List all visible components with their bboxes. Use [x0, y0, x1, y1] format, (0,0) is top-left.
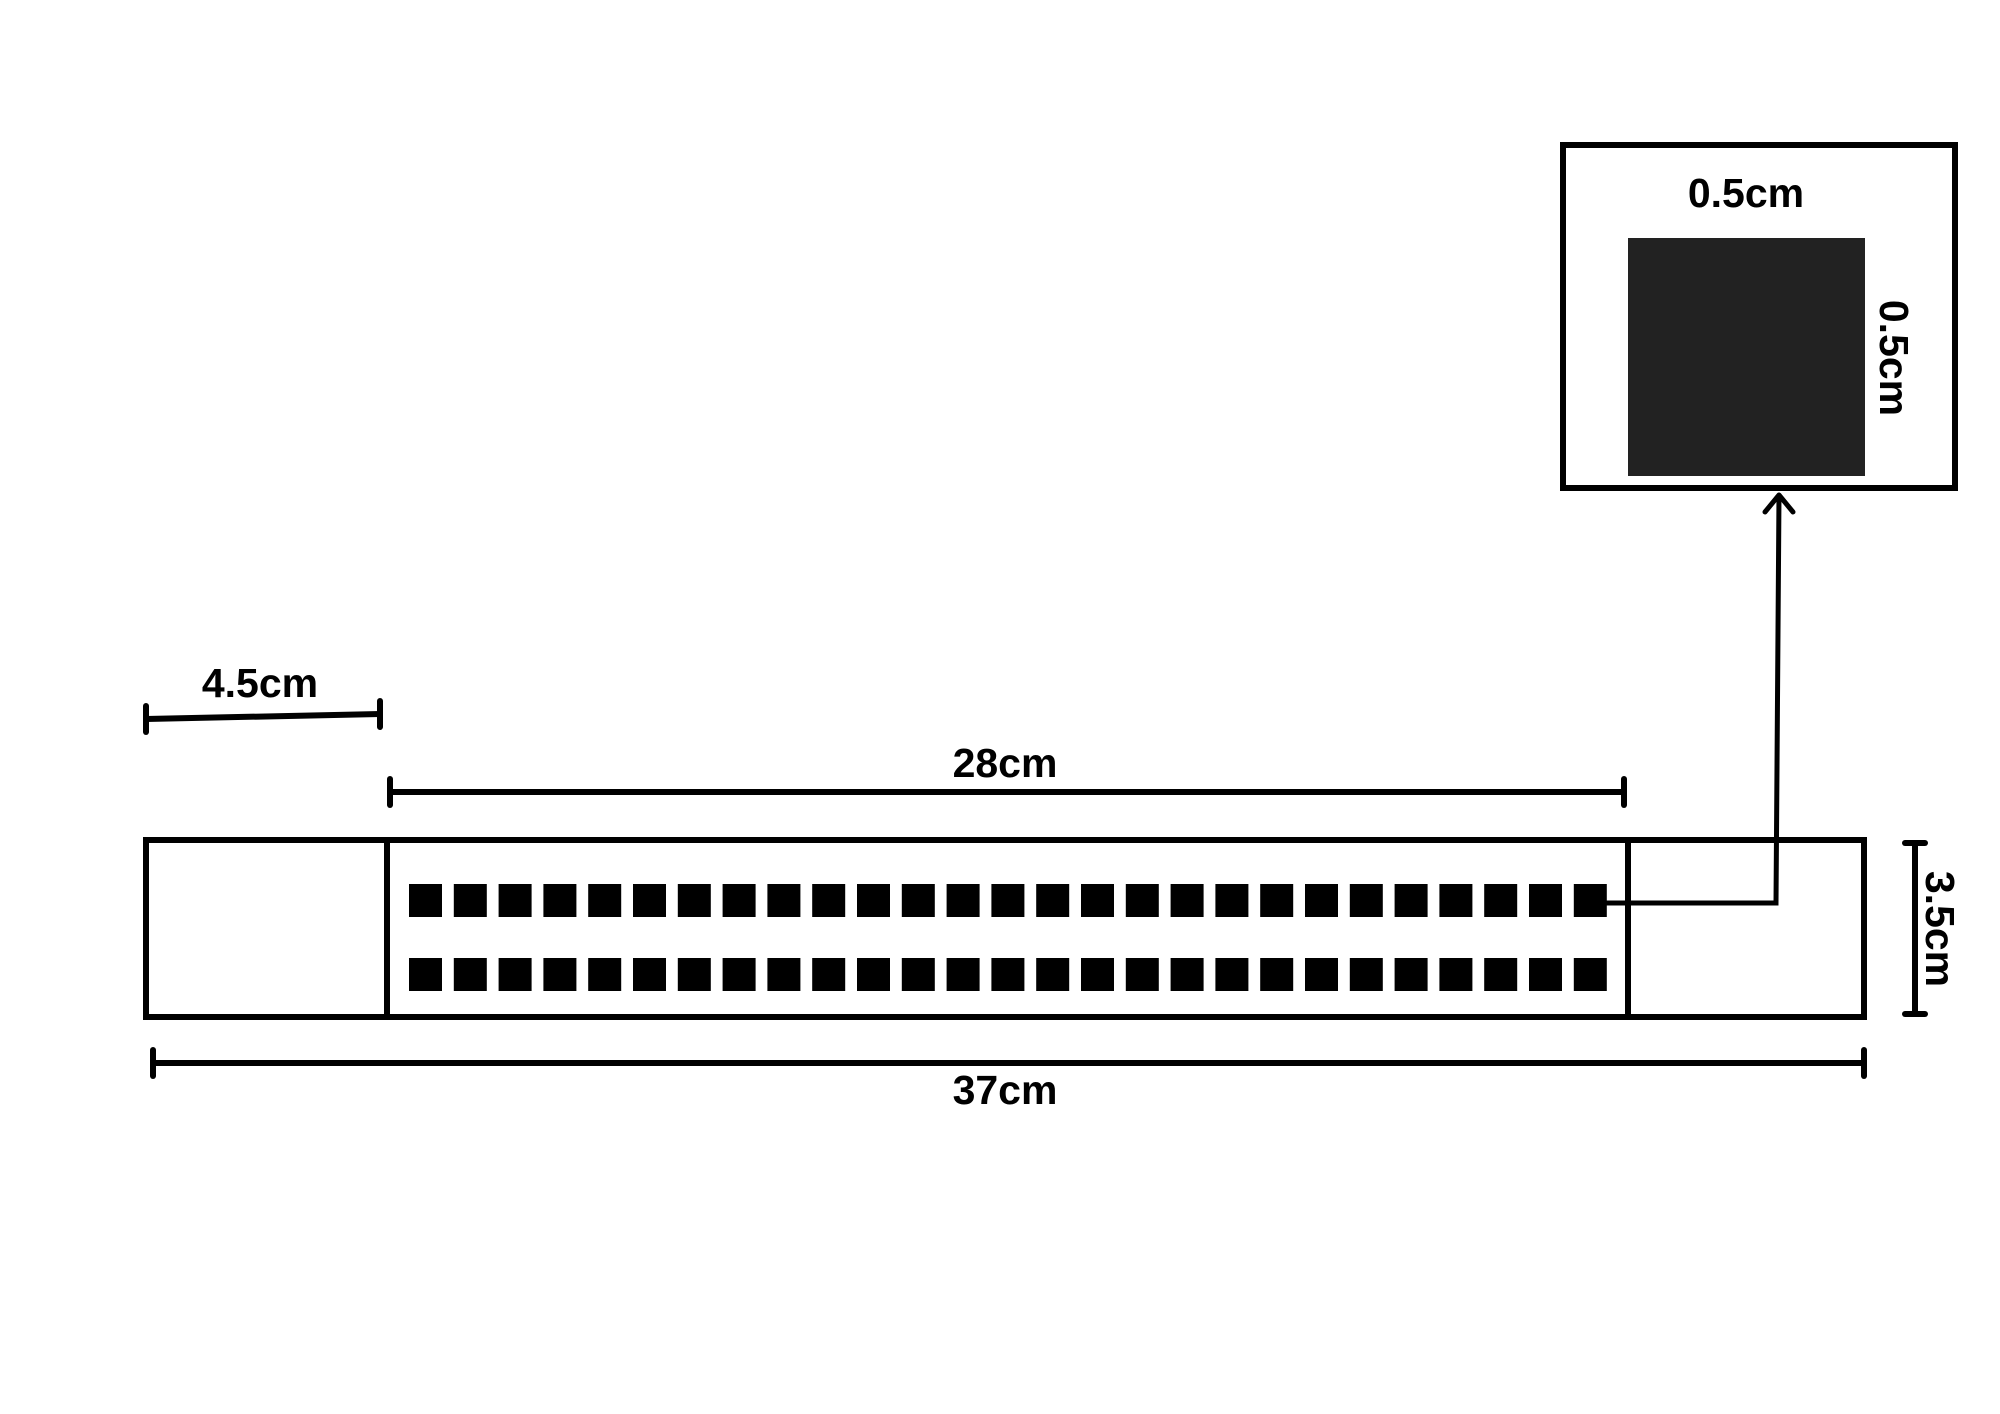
- grid-square: [1036, 884, 1070, 917]
- grid-square: [857, 958, 890, 991]
- grid-square: [1125, 884, 1159, 917]
- grid-square: [1081, 884, 1114, 917]
- leader-line: [1605, 494, 1782, 906]
- grid-square: [1529, 958, 1562, 991]
- grid-square: [633, 884, 666, 917]
- grid-square: [453, 884, 487, 917]
- grid-square: [1215, 958, 1249, 991]
- dim-line-left-segment: [145, 711, 381, 722]
- grid-square: [991, 884, 1025, 917]
- grid-square: [1349, 884, 1383, 917]
- grid-square: [767, 884, 801, 917]
- grid-square: [946, 884, 980, 917]
- total-width-label: 37cm: [953, 1067, 1058, 1113]
- grid-square: [1170, 884, 1204, 917]
- grid-square: [812, 958, 846, 991]
- grid-square: [1484, 884, 1518, 917]
- grid-square: [543, 884, 577, 917]
- square-grid: [409, 884, 1607, 991]
- grid-square: [767, 958, 801, 991]
- grid-square: [1573, 958, 1607, 991]
- grid-square: [1305, 958, 1338, 991]
- grid-square: [588, 884, 622, 917]
- grid-square: [498, 958, 532, 991]
- grid-square: [901, 884, 935, 917]
- detail-inset-box: [1560, 142, 1958, 491]
- grid-square: [1036, 958, 1070, 991]
- grid-square: [1439, 958, 1473, 991]
- grid-square: [677, 958, 711, 991]
- grid-square: [1305, 884, 1338, 917]
- grid-square: [901, 958, 935, 991]
- grid-square: [1081, 958, 1114, 991]
- grid-square: [1573, 884, 1607, 917]
- grid-square: [1125, 958, 1159, 991]
- grid-square: [812, 884, 846, 917]
- grid-square: [1215, 884, 1249, 917]
- grid-square: [633, 958, 666, 991]
- grid-square: [722, 958, 756, 991]
- grid-square: [1349, 958, 1383, 991]
- grid-square: [677, 884, 711, 917]
- detail-square-height-label: 0.5cm: [1871, 300, 1917, 416]
- grid-square: [722, 884, 756, 917]
- grid-square: [1394, 884, 1428, 917]
- grid-square: [453, 958, 487, 991]
- grid-square: [409, 958, 442, 991]
- grid-area-width-label: 28cm: [953, 740, 1058, 786]
- grid-square: [1529, 884, 1562, 917]
- grid-square: [1170, 958, 1204, 991]
- grid-square: [543, 958, 577, 991]
- grid-square: [1394, 958, 1428, 991]
- grid-square: [1260, 958, 1294, 991]
- leader-arrowhead: [1762, 492, 1796, 515]
- detail-square: [1628, 238, 1865, 476]
- grid-square: [857, 884, 890, 917]
- left-segment-width-label: 4.5cm: [202, 660, 318, 706]
- grid-square: [991, 958, 1025, 991]
- grid-square: [1484, 958, 1518, 991]
- grid-square: [588, 958, 622, 991]
- detail-square-width-label: 0.5cm: [1688, 170, 1804, 216]
- grid-square: [946, 958, 980, 991]
- grid-square: [1439, 884, 1473, 917]
- grid-square: [409, 884, 442, 917]
- total-height-label: 3.5cm: [1917, 871, 1963, 987]
- grid-square: [498, 884, 532, 917]
- grid-square: [1260, 884, 1294, 917]
- main-strip: [143, 837, 1867, 1020]
